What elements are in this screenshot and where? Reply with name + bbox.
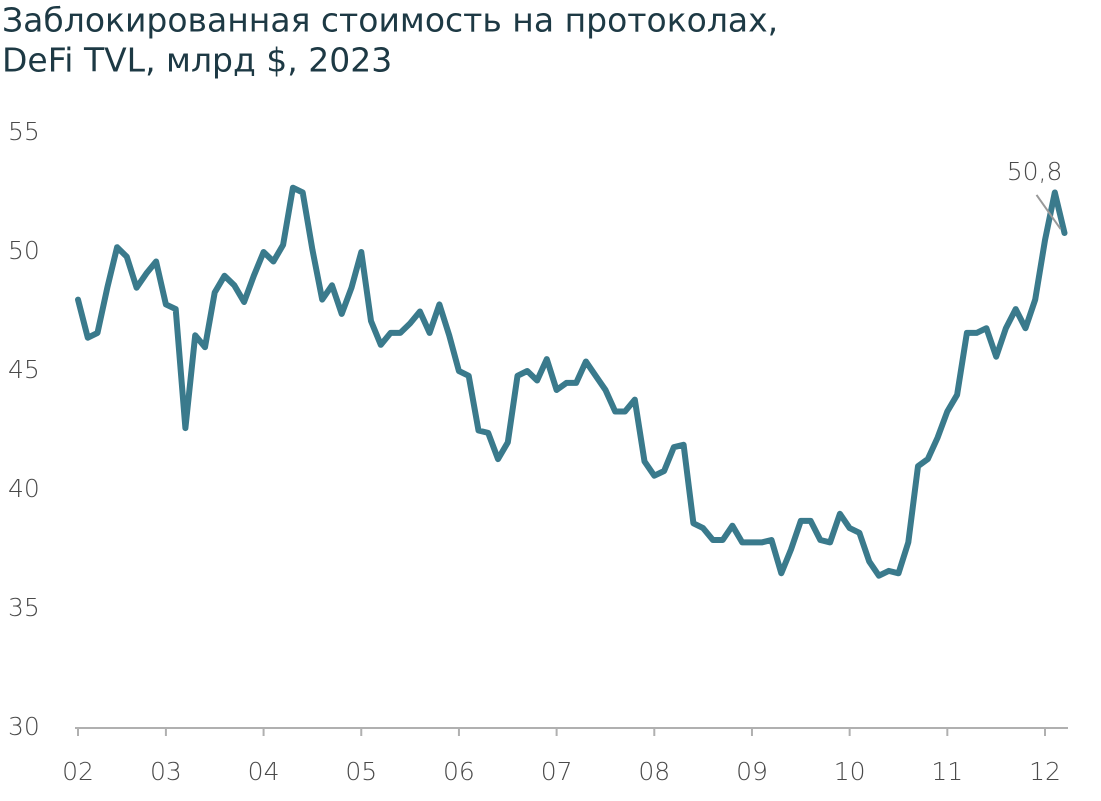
x-tick-label: 08: [638, 757, 670, 786]
chart-title: Заблокированная стоимость на протоколах,: [2, 1, 778, 40]
x-tick-label: 06: [443, 757, 475, 786]
y-tick-label: 55: [8, 117, 40, 146]
x-tick-label: 04: [248, 757, 280, 786]
x-tick-label: 11: [931, 757, 963, 786]
y-tick-label: 30: [8, 712, 40, 741]
y-tick-label: 50: [8, 236, 40, 265]
data-label: 50,8: [1007, 157, 1063, 186]
chart-title: DeFi TVL, млрд $, 2023: [2, 41, 392, 80]
x-tick-label: 12: [1029, 757, 1061, 786]
y-tick-label: 35: [8, 593, 40, 622]
x-tick-label: 03: [150, 757, 182, 786]
x-tick-label: 07: [541, 757, 573, 786]
leader-line: [1035, 194, 1062, 230]
x-tick-label: 09: [736, 757, 768, 786]
y-tick-label: 45: [8, 355, 40, 384]
y-tick-label: 40: [8, 474, 40, 503]
x-tick-label: 05: [345, 757, 377, 786]
x-tick-label: 02: [62, 757, 94, 786]
line: [75, 184, 1068, 579]
x-tick-label: 10: [834, 757, 866, 786]
